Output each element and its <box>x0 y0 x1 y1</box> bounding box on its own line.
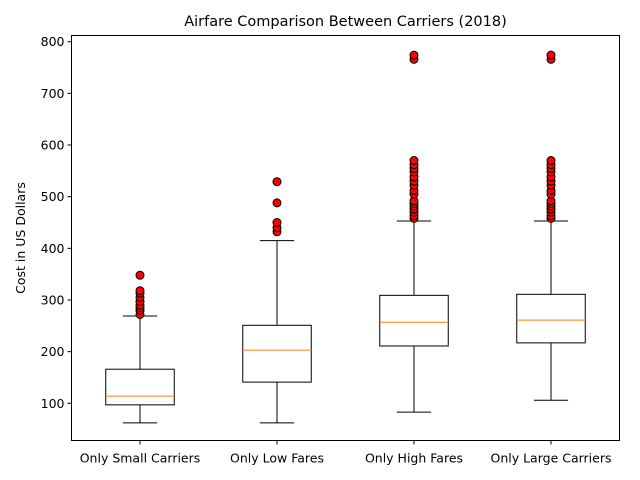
outlier-point <box>409 156 419 166</box>
x-tick-label: Only Large Carriers <box>490 451 611 466</box>
x-tick-label: Only Low Fares <box>230 451 324 466</box>
outlier-point <box>135 286 145 296</box>
box-group <box>379 50 449 413</box>
outlier-point <box>272 218 282 228</box>
y-axis-ticks: 100 200 300 400 500 600 700 800 <box>41 34 72 411</box>
outlier-point <box>546 156 556 166</box>
box-iqr <box>242 324 312 383</box>
x-tick-label: Only Small Carriers <box>80 451 201 466</box>
y-tick-label: 300 <box>41 292 65 307</box>
outlier-point <box>272 198 282 208</box>
y-tick-label: 100 <box>41 396 65 411</box>
outlier-point <box>272 177 282 187</box>
x-tick-label: Only High Fares <box>365 451 463 466</box>
outlier-point <box>135 270 145 280</box>
box-iqr <box>516 293 586 344</box>
x-axis-ticks: Only Small Carriers Only Low Fares Only Hi… <box>80 440 612 466</box>
outlier-point <box>409 50 419 60</box>
plot-frame <box>71 35 620 441</box>
box-group <box>242 177 312 424</box>
box-iqr <box>105 368 175 406</box>
y-axis-label: Cost in US Dollars <box>13 182 28 294</box>
boxes <box>105 50 586 424</box>
y-tick-label: 400 <box>41 241 65 256</box>
y-tick-label: 600 <box>41 138 65 153</box>
y-tick-label: 200 <box>41 344 65 359</box>
y-tick-label: 500 <box>41 189 65 204</box>
box-group <box>516 50 586 401</box>
y-tick-label: 700 <box>41 86 65 101</box>
y-tick-label: 800 <box>41 34 65 49</box>
chart-title: Airfare Comparison Between Carriers (201… <box>184 14 507 30</box>
box-group <box>105 270 175 424</box>
outlier-point <box>546 50 556 60</box>
box-iqr <box>379 294 449 347</box>
